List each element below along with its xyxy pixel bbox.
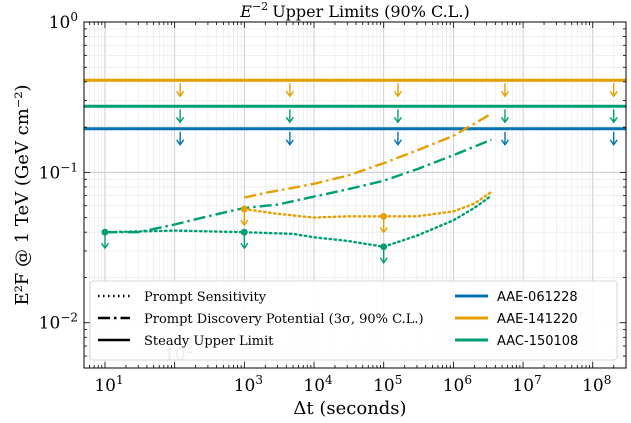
plot-frame	[83, 21, 627, 369]
arrow-head	[240, 219, 249, 227]
upper-limit-arrow	[176, 83, 185, 98]
title-exponent: −2	[252, 0, 268, 13]
upper-limit-arrow	[240, 212, 249, 227]
title-main: Upper Limits (90% C.L.)	[272, 2, 470, 21]
tick-label-base: 10	[39, 163, 61, 183]
tick-label-base: 10	[582, 376, 604, 396]
upper-limit-arrow	[379, 219, 388, 234]
tick-label-base: 10	[49, 13, 71, 33]
upper-limit-arrow	[500, 83, 510, 98]
upper-limit-arrow	[609, 109, 618, 124]
series-line-discovery	[244, 112, 492, 199]
x-tick-label: 104	[303, 373, 333, 396]
arrow-head	[609, 90, 618, 98]
arrow-head	[609, 116, 618, 124]
arrow-head	[379, 257, 388, 264]
upper-limit-arrow	[100, 235, 110, 250]
arrow-head	[500, 116, 510, 124]
tick-label-exponent: −1	[60, 160, 78, 174]
chart-title: E−2 Upper Limits (90% C.L.)	[239, 0, 469, 21]
arrow-head	[393, 116, 403, 124]
arrow-head	[176, 116, 185, 124]
y-tick-label: 100	[49, 10, 78, 33]
marker-layer	[100, 205, 388, 264]
arrow-head	[285, 116, 294, 124]
x-tick-label: 105	[373, 373, 402, 396]
legend-label: Prompt Discovery Potential (3σ, 90% C.L.…	[144, 312, 424, 327]
arrow-head	[500, 90, 510, 98]
data-point-marker	[101, 228, 109, 236]
arrow-head	[285, 90, 294, 98]
arrow-head	[500, 139, 510, 146]
legend-label: Prompt Sensitivity	[144, 290, 267, 305]
data-point-marker	[240, 228, 248, 236]
x-tick-label: 103	[234, 373, 263, 396]
legend-label: AAE-141220	[497, 312, 578, 327]
series-line-discovery	[105, 138, 492, 234]
arrow-head	[176, 139, 185, 146]
upper-limit-arrow	[285, 109, 294, 124]
tick-label-exponent: 3	[255, 373, 263, 387]
tick-label-exponent: 8	[604, 373, 612, 387]
arrow-head	[100, 242, 110, 250]
x-tick-label: 108	[582, 373, 611, 396]
tick-label-exponent: 4	[325, 373, 333, 387]
legend-label: Steady Upper Limit	[144, 334, 274, 349]
tick-label-base: 10	[234, 376, 256, 396]
arrow-head	[379, 226, 388, 234]
title-prefix: E	[239, 2, 252, 21]
arrow-head	[393, 139, 403, 146]
series-layer	[84, 78, 626, 249]
arrow-head	[393, 90, 403, 98]
arrow-head	[176, 90, 185, 98]
tick-label-exponent: −2	[60, 311, 78, 325]
tick-label-base: 10	[443, 376, 465, 396]
tick-label-exponent: 7	[534, 373, 542, 387]
tick-label-base: 10	[512, 376, 534, 396]
arrow-head	[609, 139, 618, 146]
tick-label-base: 10	[303, 376, 325, 396]
arrow-head	[285, 139, 294, 146]
x-tick-label: 106	[443, 373, 472, 396]
data-point-marker	[380, 243, 388, 251]
x-tick-label: 101	[94, 373, 123, 396]
legend: Prompt Sensitivity Prompt Discovery Poten…	[89, 280, 618, 361]
x-tick-label: 107	[512, 373, 541, 396]
upper-limit-arrow	[609, 83, 618, 98]
x-axis-label: Δt (seconds)	[293, 398, 406, 419]
legend-label: AAC-150108	[497, 334, 578, 349]
y-tick-label: 10−2	[39, 311, 78, 334]
tick-label-base: 10	[373, 376, 395, 396]
upper-limit-arrow	[176, 131, 185, 146]
tick-label-base: 10	[94, 376, 116, 396]
tick-label-exponent: 5	[395, 373, 403, 387]
upper-limit-arrow	[393, 131, 403, 146]
y-tick-label: 10−1	[39, 160, 78, 183]
tick-label-base: 10	[39, 314, 61, 334]
upper-limit-arrow	[393, 83, 403, 98]
tick-label-exponent: 1	[116, 373, 124, 387]
upper-limit-arrow	[379, 249, 388, 264]
upper-limit-arrow	[500, 109, 510, 124]
upper-limit-arrow	[609, 131, 618, 146]
legend-label: AAE-061228	[497, 290, 578, 305]
y-axis-label: E²F @ 1 TeV (GeV cm⁻²)	[12, 84, 33, 305]
tick-label-exponent: 6	[464, 373, 472, 387]
upper-limit-arrow	[500, 131, 510, 146]
upper-limit-arrow	[176, 109, 185, 124]
upper-limit-arrow	[285, 83, 294, 98]
series-line-prompt	[103, 194, 493, 249]
tick-label-exponent: 0	[70, 10, 78, 24]
data-point-marker	[240, 205, 248, 213]
upper-limit-arrow	[240, 235, 249, 250]
upper-limit-arrow	[285, 131, 294, 146]
upper-limit-arrow	[393, 109, 403, 124]
data-point-marker	[380, 212, 388, 220]
arrow-head	[240, 242, 249, 250]
